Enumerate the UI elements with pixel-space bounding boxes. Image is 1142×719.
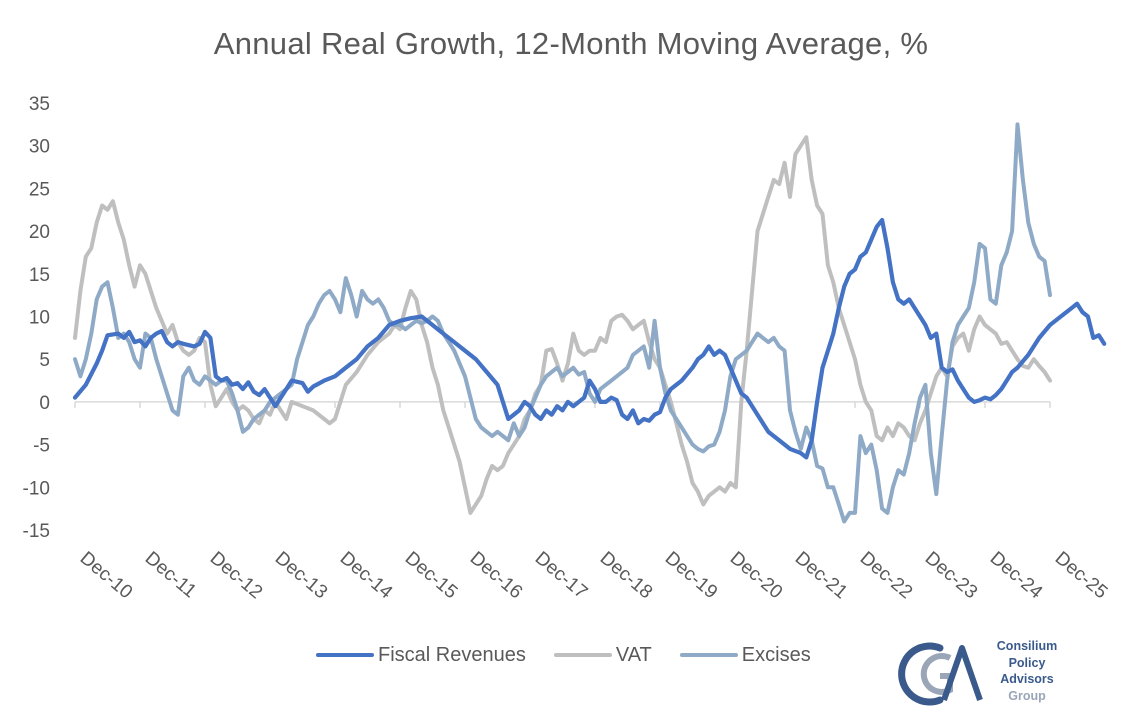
- x-tick-label: Dec-16: [466, 548, 526, 603]
- series-line-fiscal-revenues: [72, 217, 1107, 460]
- legend-label-fiscal-revenues: Fiscal Revenues: [378, 643, 526, 666]
- x-tick-label: Dec-24: [986, 548, 1047, 604]
- y-tick-label: 10: [29, 308, 50, 329]
- x-tick-label: Dec-11: [141, 548, 200, 603]
- y-tick-label: -5: [33, 436, 50, 457]
- legend-entry-excises[interactable]: Excises: [679, 643, 811, 667]
- x-tick-label: Dec-14: [336, 548, 397, 604]
- x-tick-label: Dec-19: [661, 548, 721, 603]
- x-tick-label: Dec-13: [271, 548, 331, 603]
- cpa-logo-icon: [898, 642, 983, 706]
- y-tick-label: -10: [23, 478, 50, 499]
- series-lines: [72, 122, 1107, 524]
- x-tick-label: Dec-17: [531, 548, 591, 603]
- x-tick-label: Dec-15: [401, 548, 461, 603]
- y-tick-label: 20: [29, 222, 50, 243]
- chart-title: Annual Real Growth, 12-Month Moving Aver…: [213, 26, 929, 61]
- series-line-vat: [73, 135, 1052, 515]
- brand-logo: Consilium Policy Advisors Group: [888, 634, 1078, 714]
- x-tick-label: Dec-12: [206, 548, 266, 603]
- brand-line-3: Advisors: [1000, 672, 1054, 686]
- y-tick-label: 30: [29, 137, 50, 158]
- brand-line-2: Policy: [1008, 655, 1046, 670]
- series-line-excises: [73, 122, 1052, 524]
- legend-entry-vat[interactable]: VAT: [553, 643, 652, 667]
- x-tick-label: Dec-18: [596, 548, 656, 603]
- brand-text: Consilium Policy Advisors Group: [982, 638, 1072, 704]
- y-tick-label: 5: [39, 350, 50, 371]
- x-tick-label: Dec-25: [1051, 548, 1111, 603]
- legend-swatch-excises: [679, 653, 738, 657]
- brand-line-1: Consilium: [996, 639, 1058, 653]
- y-tick-label: 15: [29, 265, 50, 286]
- y-tick-label: 25: [29, 179, 50, 200]
- legend-label-vat: VAT: [615, 643, 652, 666]
- legend-entry-fiscal-revenues[interactable]: Fiscal Revenues: [316, 644, 526, 667]
- legend: Fiscal Revenues VAT Excises: [316, 640, 839, 670]
- legend-swatch-fiscal-revenues: [316, 653, 374, 657]
- x-tick-label: Dec-20: [726, 548, 786, 603]
- legend-swatch-vat: [553, 653, 612, 657]
- y-tick-label: -15: [23, 521, 50, 542]
- y-axis-tick-labels: 35 30 25 20 15 10 5 0 -5 -10 -15: [23, 94, 50, 542]
- x-tick-label: Dec-21: [791, 548, 851, 603]
- x-tick-label: Dec-23: [921, 548, 981, 603]
- x-tick-label: Dec-10: [76, 548, 136, 603]
- brand-line-4: Group: [1008, 688, 1046, 703]
- x-tick-label: Dec-22: [856, 548, 916, 603]
- x-axis-tick-labels: Dec-10 Dec-11 Dec-12 Dec-13 Dec-14 Dec-15 Dec-…: [76, 548, 1111, 604]
- legend-label-excises: Excises: [741, 643, 811, 666]
- y-tick-label: 0: [39, 393, 50, 414]
- y-tick-label: 35: [29, 94, 50, 115]
